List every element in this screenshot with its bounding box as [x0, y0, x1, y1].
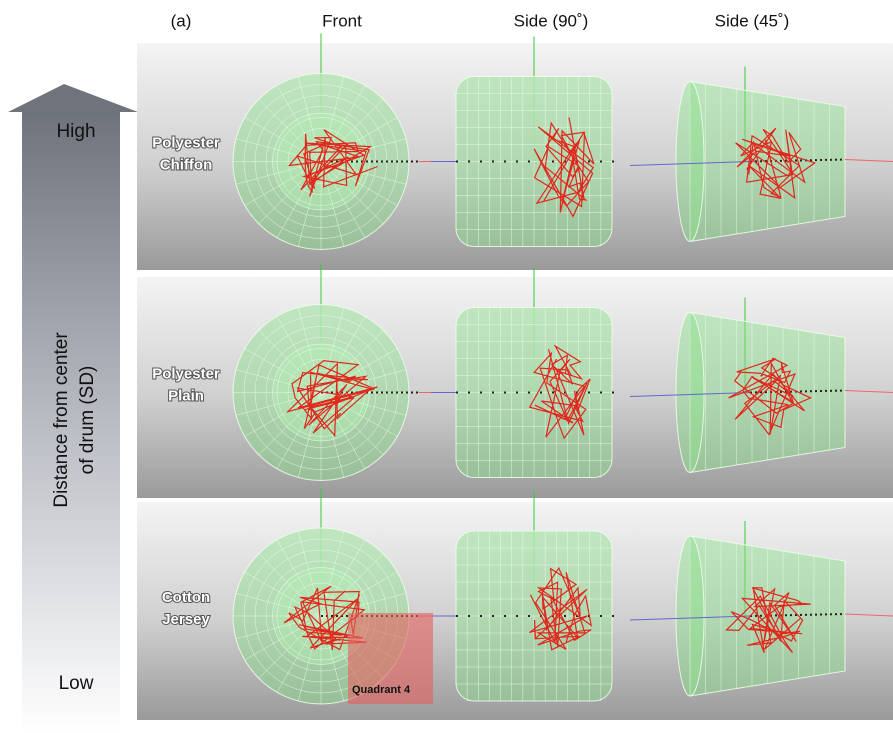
grid-spoke — [320, 85, 366, 162]
grid-spoke — [320, 307, 345, 393]
grid-spoke — [297, 307, 322, 393]
axis-line — [629, 161, 751, 166]
trajectory — [728, 357, 813, 436]
axis-label: of drum (SD) — [77, 366, 98, 475]
grid-spoke — [235, 138, 322, 162]
row-label: Chiffon — [160, 156, 212, 173]
trajectory — [529, 566, 593, 651]
grid-spoke — [320, 392, 366, 469]
arrow-shaft — [22, 112, 120, 733]
panels: Polyester Chiffon Polyester Plain Cotton Jers… — [137, 33, 893, 720]
drum-rim — [675, 312, 705, 473]
grid-spoke — [297, 530, 322, 617]
grid-spoke — [235, 615, 322, 640]
grid-spoke — [320, 369, 407, 393]
drum-rim — [675, 81, 705, 242]
grid-spoke — [320, 99, 384, 162]
quadrant-box — [348, 613, 433, 704]
grid-spoke — [320, 161, 345, 247]
grid-spoke — [320, 392, 345, 478]
quadrant-label: Quadrant 4 — [352, 684, 411, 696]
axis-line — [749, 389, 846, 394]
grid-spoke — [276, 316, 322, 393]
column-header: Side (90˚) — [514, 11, 589, 30]
row-label: Polyester — [152, 365, 220, 382]
axis-line — [749, 158, 846, 163]
row-label: Cotton — [162, 589, 210, 606]
grid-spoke — [244, 615, 322, 661]
trajectory — [725, 587, 811, 654]
axis-high: High — [56, 121, 95, 142]
column-header: Side (45˚) — [715, 11, 790, 30]
trajectory — [528, 344, 591, 440]
grid-spoke — [320, 161, 366, 238]
trajectory — [533, 117, 595, 218]
grid-spoke — [258, 553, 322, 617]
row-label: Jersey — [162, 611, 210, 628]
axis-line — [629, 392, 751, 397]
row-panel — [137, 277, 893, 498]
axis-line — [844, 159, 893, 162]
axis-low: Low — [59, 673, 94, 694]
grid-spoke — [258, 615, 322, 679]
panel-label: (a) — [171, 11, 192, 30]
arrow-head — [8, 84, 138, 112]
trajectory — [287, 129, 378, 197]
grid-spoke — [320, 539, 366, 617]
column-header: Front — [322, 11, 362, 30]
grid-spoke — [320, 348, 398, 393]
axis-line — [844, 390, 893, 393]
axis-line — [629, 615, 751, 621]
row-label: Polyester — [152, 134, 220, 151]
grid-spoke — [244, 348, 322, 393]
axis-line — [844, 613, 893, 617]
row-panel — [137, 43, 893, 270]
grid-spoke — [320, 592, 407, 617]
grid-spoke — [235, 392, 322, 416]
grid-spoke — [320, 161, 384, 224]
grid-spoke — [276, 161, 322, 238]
grid-spoke — [320, 316, 366, 393]
trajectory — [735, 127, 817, 200]
row-label: Plain — [168, 387, 204, 404]
axis-label: Distance from center — [51, 332, 72, 508]
grid-spoke — [244, 117, 322, 162]
drum-rim — [675, 535, 705, 697]
trajectory — [285, 359, 378, 438]
